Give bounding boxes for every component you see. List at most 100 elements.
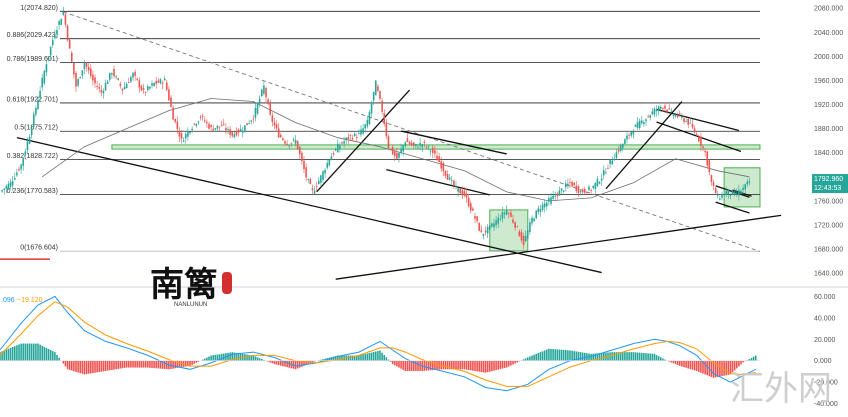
candle-body[interactable]	[109, 73, 111, 80]
candle-body[interactable]	[229, 129, 231, 135]
candle-body[interactable]	[514, 222, 516, 228]
candle-body[interactable]	[360, 130, 362, 135]
candle-body[interactable]	[37, 100, 39, 109]
candle-body[interactable]	[172, 108, 174, 120]
candle-body[interactable]	[345, 138, 347, 140]
candle-body[interactable]	[88, 67, 90, 71]
support-zone-band[interactable]	[112, 145, 760, 149]
candle-body[interactable]	[700, 137, 702, 146]
candle-body[interactable]	[58, 21, 60, 25]
candle-body[interactable]	[181, 133, 183, 138]
candle-body[interactable]	[162, 83, 164, 84]
candle-body[interactable]	[478, 223, 480, 231]
candle-body[interactable]	[329, 160, 331, 166]
candle-body[interactable]	[436, 156, 438, 161]
candle-body[interactable]	[738, 190, 740, 196]
candle-body[interactable]	[29, 137, 31, 144]
candle-body[interactable]	[183, 141, 185, 142]
candle-body[interactable]	[540, 209, 542, 212]
candle-body[interactable]	[35, 108, 37, 115]
candle-body[interactable]	[31, 128, 33, 135]
candle-body[interactable]	[601, 179, 603, 181]
candle-body[interactable]	[200, 117, 202, 118]
candle-body[interactable]	[723, 195, 725, 196]
candle-body[interactable]	[73, 63, 75, 75]
candle-body[interactable]	[554, 196, 556, 197]
candle-body[interactable]	[616, 152, 618, 158]
candle-body[interactable]	[702, 147, 704, 148]
candle-body[interactable]	[12, 181, 14, 185]
candle-body[interactable]	[664, 106, 666, 109]
candle-body[interactable]	[599, 182, 601, 184]
candle-body[interactable]	[177, 122, 179, 129]
candle-body[interactable]	[398, 153, 400, 158]
candle-body[interactable]	[438, 156, 440, 162]
candle-body[interactable]	[692, 124, 694, 128]
candle-body[interactable]	[597, 179, 599, 186]
candle-body[interactable]	[706, 151, 708, 165]
candle-body[interactable]	[521, 232, 523, 241]
candle-body[interactable]	[50, 47, 52, 55]
candle-body[interactable]	[417, 147, 419, 148]
candle-body[interactable]	[84, 63, 86, 69]
candle-body[interactable]	[550, 197, 552, 203]
candle-body[interactable]	[69, 40, 71, 49]
candle-body[interactable]	[367, 120, 369, 126]
candle-body[interactable]	[495, 220, 497, 225]
candle-body[interactable]	[571, 182, 573, 187]
candle-body[interactable]	[301, 153, 303, 161]
candle-body[interactable]	[542, 204, 544, 209]
candle-body[interactable]	[350, 135, 352, 136]
candle-body[interactable]	[402, 145, 404, 151]
candle-body[interactable]	[459, 189, 461, 194]
candle-body[interactable]	[174, 119, 176, 122]
candle-body[interactable]	[196, 124, 198, 126]
candle-body[interactable]	[191, 129, 193, 130]
candle-body[interactable]	[400, 149, 402, 153]
candle-body[interactable]	[635, 125, 637, 127]
candle-body[interactable]	[383, 113, 385, 124]
candle-body[interactable]	[622, 144, 624, 148]
candle-body[interactable]	[624, 139, 626, 144]
candle-body[interactable]	[170, 98, 172, 107]
candle-body[interactable]	[71, 53, 73, 62]
candle-body[interactable]	[704, 151, 706, 152]
candle-body[interactable]	[580, 191, 582, 192]
candle-body[interactable]	[335, 149, 337, 151]
candle-body[interactable]	[314, 191, 316, 194]
candle-body[interactable]	[451, 180, 453, 181]
candle-body[interactable]	[531, 218, 533, 224]
candle-body[interactable]	[455, 186, 457, 187]
candle-body[interactable]	[136, 79, 138, 80]
candle-body[interactable]	[502, 212, 504, 219]
candle-body[interactable]	[208, 124, 210, 129]
candle-body[interactable]	[358, 133, 360, 134]
candle-body[interactable]	[428, 146, 430, 147]
candle-body[interactable]	[614, 159, 616, 161]
consolidation-zone-box[interactable]	[724, 168, 760, 207]
candle-body[interactable]	[652, 111, 654, 114]
candle-body[interactable]	[56, 30, 58, 34]
candle-body[interactable]	[512, 219, 514, 222]
candle-body[interactable]	[155, 81, 157, 84]
candle-body[interactable]	[576, 186, 578, 191]
candle-body[interactable]	[128, 82, 130, 83]
candle-body[interactable]	[221, 125, 223, 126]
candle-body[interactable]	[139, 80, 141, 87]
candle-body[interactable]	[662, 108, 664, 109]
candle-body[interactable]	[440, 161, 442, 168]
candle-body[interactable]	[611, 161, 613, 165]
candle-body[interactable]	[489, 225, 491, 230]
candle-body[interactable]	[248, 123, 250, 124]
candle-body[interactable]	[236, 131, 238, 136]
candle-body[interactable]	[681, 116, 683, 117]
candle-body[interactable]	[394, 151, 396, 156]
candle-body[interactable]	[660, 107, 662, 109]
candle-body[interactable]	[272, 115, 274, 122]
candle-body[interactable]	[297, 141, 299, 150]
candle-body[interactable]	[67, 26, 69, 41]
candle-body[interactable]	[105, 83, 107, 90]
candle-body[interactable]	[721, 194, 723, 198]
candle-body[interactable]	[3, 189, 5, 190]
